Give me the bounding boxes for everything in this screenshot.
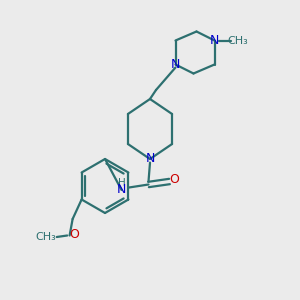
Text: CH₃: CH₃: [227, 35, 248, 46]
Text: CH₃: CH₃: [35, 232, 56, 242]
Text: H: H: [118, 178, 125, 188]
Text: N: N: [210, 34, 219, 47]
Text: N: N: [145, 152, 155, 166]
Text: N: N: [171, 58, 180, 71]
Text: O: O: [169, 172, 179, 186]
Text: O: O: [69, 227, 79, 241]
Text: N: N: [117, 183, 126, 196]
